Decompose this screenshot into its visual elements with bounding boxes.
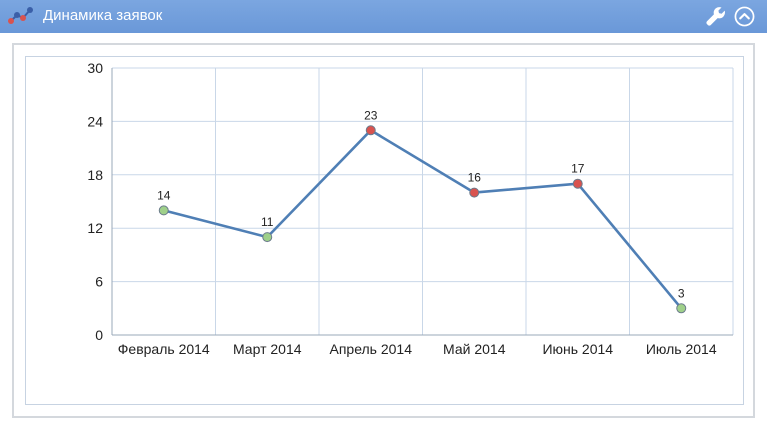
wrench-icon[interactable] (705, 5, 727, 27)
series-line (163, 129, 683, 310)
data-point (572, 178, 583, 189)
data-point (158, 205, 169, 216)
line-chart-icon (8, 7, 33, 24)
y-tick-label: 30 (87, 60, 103, 76)
x-tick-label: Май 2014 (443, 341, 506, 357)
data-point (676, 303, 687, 314)
y-tick-label: 18 (87, 167, 103, 183)
data-label: 3 (678, 286, 685, 300)
data-point (262, 232, 273, 243)
chevron-up-circle-icon[interactable] (734, 6, 755, 27)
data-point (365, 125, 376, 136)
data-label: 11 (261, 215, 274, 229)
y-tick-label: 6 (95, 274, 103, 290)
data-label: 17 (571, 162, 585, 176)
y-tick-label: 0 (95, 327, 103, 343)
data-label: 14 (157, 188, 171, 202)
x-tick-label: Февраль 2014 (118, 341, 210, 357)
y-tick-label: 12 (87, 220, 103, 236)
data-label: 23 (364, 108, 378, 122)
widget-header: Динамика заявок (0, 0, 767, 33)
x-tick-label: Март 2014 (233, 341, 302, 357)
widget-title: Динамика заявок (43, 7, 163, 24)
data-label: 16 (468, 171, 482, 185)
x-tick-label: Июнь 2014 (542, 341, 613, 357)
x-tick-label: Июль 2014 (646, 341, 717, 357)
y-tick-label: 24 (87, 113, 103, 129)
x-tick-label: Апрель 2014 (329, 341, 412, 357)
data-point (469, 187, 480, 198)
